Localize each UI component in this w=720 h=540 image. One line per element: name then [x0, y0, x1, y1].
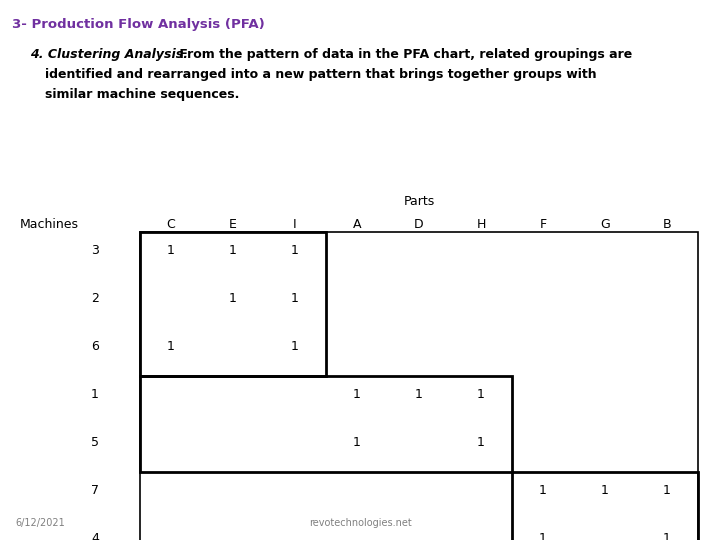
- Text: Machines: Machines: [20, 218, 79, 231]
- Text: 4. Clustering Analysis.: 4. Clustering Analysis.: [30, 48, 188, 61]
- Text: 1: 1: [291, 341, 299, 354]
- Text: 1: 1: [539, 484, 547, 497]
- Text: 1: 1: [477, 388, 485, 402]
- Text: 6/12/2021: 6/12/2021: [15, 518, 65, 528]
- Bar: [140, 232, 698, 540]
- Text: 2: 2: [91, 293, 99, 306]
- Text: D: D: [414, 218, 424, 231]
- Text: 1: 1: [91, 388, 99, 402]
- Text: similar machine sequences.: similar machine sequences.: [45, 88, 239, 101]
- Text: 1: 1: [167, 341, 175, 354]
- Text: 1: 1: [353, 436, 361, 449]
- Text: 1: 1: [229, 293, 237, 306]
- Text: 7: 7: [91, 484, 99, 497]
- Text: 3: 3: [91, 245, 99, 258]
- Text: E: E: [229, 218, 237, 231]
- Text: 1: 1: [167, 245, 175, 258]
- Text: I: I: [293, 218, 297, 231]
- Text: 1: 1: [663, 484, 671, 497]
- Text: 3- Production Flow Analysis (PFA): 3- Production Flow Analysis (PFA): [12, 18, 265, 31]
- Text: 1: 1: [291, 245, 299, 258]
- Text: identified and rearranged into a new pattern that brings together groups with: identified and rearranged into a new pat…: [45, 68, 597, 81]
- Text: 1: 1: [477, 436, 485, 449]
- Text: revotechnologies.net: revotechnologies.net: [309, 518, 411, 528]
- Text: H: H: [477, 218, 486, 231]
- Text: From the pattern of data in the PFA chart, related groupings are: From the pattern of data in the PFA char…: [175, 48, 632, 61]
- Bar: [512, 472, 698, 540]
- Bar: [140, 232, 326, 376]
- Text: 6: 6: [91, 341, 99, 354]
- Text: 1: 1: [353, 388, 361, 402]
- Text: 5: 5: [91, 436, 99, 449]
- Text: 1: 1: [601, 484, 609, 497]
- Text: 1: 1: [291, 293, 299, 306]
- Text: A: A: [353, 218, 361, 231]
- Text: 1: 1: [539, 532, 547, 540]
- Text: B: B: [662, 218, 671, 231]
- Text: 4: 4: [91, 532, 99, 540]
- Text: 1: 1: [415, 388, 423, 402]
- Bar: [140, 376, 512, 472]
- Text: G: G: [600, 218, 610, 231]
- Text: C: C: [166, 218, 176, 231]
- Text: F: F: [539, 218, 546, 231]
- Text: Parts: Parts: [403, 195, 435, 208]
- Text: 1: 1: [663, 532, 671, 540]
- Text: 1: 1: [229, 245, 237, 258]
